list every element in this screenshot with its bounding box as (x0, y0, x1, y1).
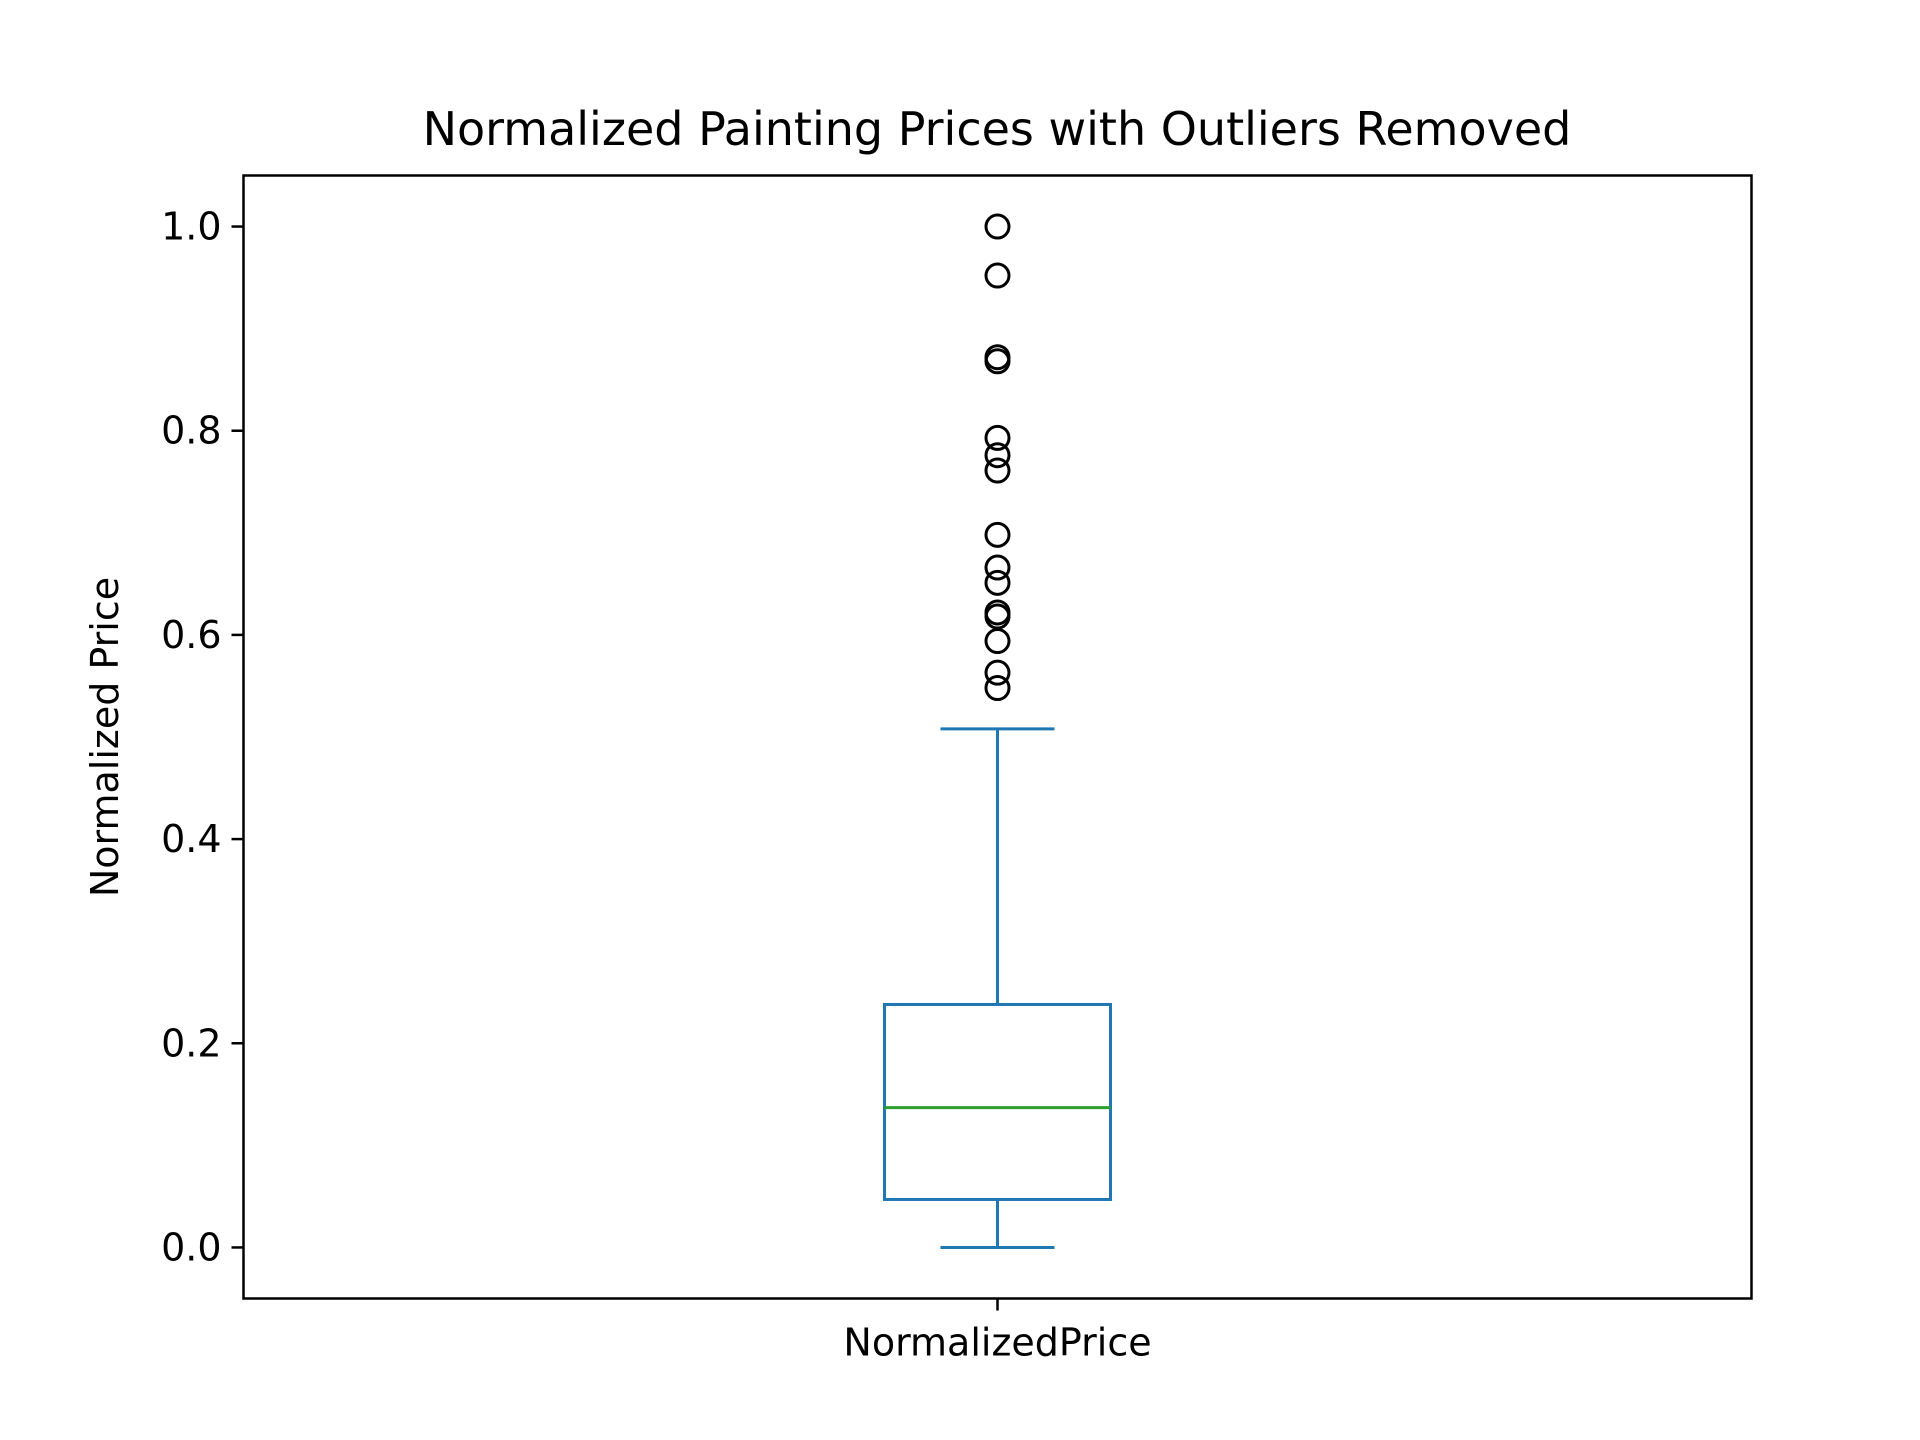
box-plot-marks (883, 213, 1112, 1249)
box-group (883, 213, 1112, 1249)
y-tick-label: 0.6 (161, 613, 221, 657)
outlier-point (984, 262, 1011, 289)
y-tick-label: 1.0 (161, 205, 221, 249)
y-tick-label: 0.0 (161, 1225, 221, 1269)
outlier-point (984, 442, 1011, 469)
y-tick-label: 0.2 (161, 1021, 221, 1065)
y-axis-label: Normalized Price (83, 577, 127, 897)
y-axis: 0.0 0.2 0.4 0.6 0.8 1.0 (161, 205, 244, 1269)
outlier-point (984, 569, 1011, 596)
outlier-point (984, 457, 1011, 484)
outlier-point (984, 599, 1011, 626)
outlier-point (984, 344, 1011, 371)
outlier-point (984, 628, 1011, 655)
outlier-point (984, 674, 1011, 701)
outlier-point (984, 213, 1011, 240)
outlier-point (984, 521, 1011, 548)
outlier-point (984, 659, 1011, 686)
iqr-box (883, 1002, 1112, 1201)
x-axis: NormalizedPrice (843, 1298, 1152, 1365)
chart-title: Normalized Painting Prices with Outliers… (423, 102, 1572, 156)
outlier-point (984, 424, 1011, 451)
outlier-point (984, 554, 1011, 581)
y-tick-label: 0.8 (161, 409, 221, 453)
y-tick-label: 0.4 (161, 817, 221, 861)
x-tick-label: NormalizedPrice (843, 1321, 1151, 1365)
